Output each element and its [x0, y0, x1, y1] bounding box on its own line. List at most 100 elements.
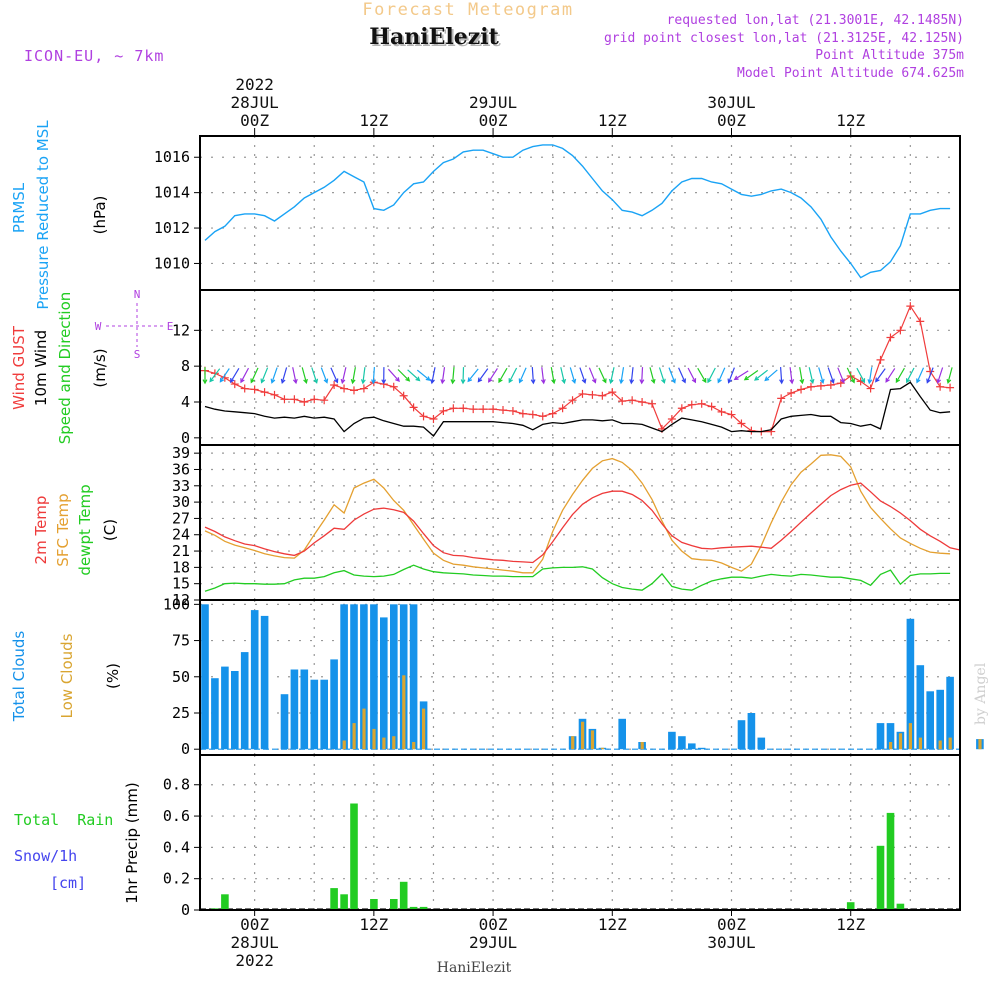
credit: by Angel [973, 662, 989, 725]
temp-ytick-label: 27 [172, 509, 190, 527]
total-cloud-bar [260, 615, 269, 750]
cloud-panel: 0 25 50 75 100 [163, 595, 984, 758]
wind-direction-arrow [488, 368, 498, 383]
gust-marker [946, 383, 955, 392]
location-title: HaniElezit [369, 24, 499, 50]
low-cloud-bar [382, 737, 386, 750]
cloud-ytick-label: 50 [172, 668, 190, 686]
bottom-tick-label: 30JUL [707, 933, 755, 952]
temp-label-2m: 2m Temp [32, 496, 50, 565]
total-cloud-bar [678, 736, 686, 750]
wind-direction-arrow [789, 367, 795, 385]
wind-direction-arrow [808, 367, 815, 385]
wind-direction-arrow [687, 367, 697, 384]
pressure-panel: 1010 1012 1014 1016 [154, 136, 960, 290]
wind-direction-arrow [518, 367, 527, 384]
rain-bar [876, 845, 885, 910]
gust-marker [399, 391, 408, 400]
gust-marker [240, 384, 249, 393]
gust-marker [568, 396, 577, 405]
temp-label-dew: dewpt Temp [76, 484, 94, 575]
wind-label-dir: Speed and Direction [56, 292, 74, 445]
rain-bar [896, 903, 905, 910]
total-cloud-bar [360, 604, 368, 750]
bottom-tick-label: 00Z [479, 915, 508, 934]
cloud-label-total: Total Clouds [10, 631, 28, 723]
gust-marker [638, 397, 647, 406]
gust-marker [290, 395, 299, 404]
total-cloud-bar [201, 604, 209, 750]
gust-marker [737, 419, 746, 428]
temp-ytick-label: 30 [172, 493, 190, 511]
temp-unit: (C) [101, 519, 119, 541]
gust-marker [409, 403, 418, 412]
total-cloud-bar [290, 669, 299, 750]
temp-ytick-label: 21 [172, 542, 190, 560]
gust-marker [608, 388, 617, 397]
total-cloud-bar [340, 604, 348, 750]
product-title: Forecast Meteogram [362, 0, 573, 20]
gust-marker [280, 395, 289, 404]
wind-direction-arrow [340, 367, 347, 385]
wind-direction-arrow [230, 367, 240, 384]
precip-axis-title: 1hr Precip (mm) [123, 782, 141, 903]
gust-marker [340, 384, 349, 393]
wind-ytick-label: 4 [181, 393, 190, 411]
wind-direction-arrow [754, 369, 768, 381]
gust-marker [677, 404, 686, 413]
bottom-tick-label: 12Z [598, 915, 627, 934]
wind-direction-arrow [717, 367, 726, 384]
gust-marker [330, 380, 339, 389]
wind-direction-arrow [926, 367, 934, 384]
gust-marker [538, 412, 547, 421]
gust-marker [707, 402, 716, 411]
requested-coords: requested lon,lat (21.3001E, 42.1485N) [667, 13, 964, 28]
pressure-series [204, 144, 951, 279]
total-cloud-bar [946, 676, 954, 750]
rain-bar [370, 899, 378, 910]
wind-direction-arrow [885, 368, 896, 383]
pressure-ytick-label: 1010 [154, 254, 190, 272]
wind-direction-arrow [270, 367, 278, 384]
wind-direction-arrow [330, 367, 339, 384]
wind-direction-arrow [827, 367, 835, 384]
total-cloud-bar [330, 659, 338, 750]
gust-marker [687, 400, 696, 409]
wind-ytick-label: 0 [181, 429, 190, 447]
temp-ytick-label: 33 [172, 477, 190, 495]
total-cloud-bar [350, 604, 358, 750]
total-cloud-bar [221, 666, 229, 750]
low-cloud-bar [978, 739, 982, 750]
gust-marker [518, 409, 527, 418]
wind-direction-arrow [371, 367, 377, 385]
gust-marker [250, 385, 259, 394]
footer-location: HaniElezit [437, 960, 512, 976]
low-cloud-bar [600, 747, 605, 750]
low-cloud-bar [898, 733, 903, 750]
precip-label-unit: [cm] [50, 874, 86, 892]
total-cloud-bar [231, 671, 239, 750]
wind-direction-arrow [350, 367, 356, 385]
rain-bar [419, 906, 428, 910]
wind-direction-arrow [430, 367, 436, 385]
gust-marker [489, 405, 498, 414]
total-cloud-bar [747, 713, 756, 750]
gust-marker [648, 399, 657, 408]
wind-direction-arrow [280, 367, 288, 384]
total-cloud-bar [936, 689, 944, 750]
wind-panel: 0 4 8 12 [172, 290, 960, 447]
wind-direction-arrow [916, 367, 925, 384]
total-cloud-bar [380, 617, 388, 750]
precip-ytick-label: 0 [181, 901, 190, 919]
low-cloud-bar [422, 708, 426, 750]
wind-direction-arrow [779, 367, 784, 385]
wind-direction-arrow [550, 367, 556, 385]
bottom-tick-label: 00Z [717, 915, 746, 934]
gust-marker [260, 388, 269, 397]
precip-ytick-label: 0.4 [163, 838, 190, 856]
wind-direction-arrow [219, 368, 230, 383]
gust-marker [628, 396, 637, 405]
dewpoint-series [204, 564, 951, 592]
